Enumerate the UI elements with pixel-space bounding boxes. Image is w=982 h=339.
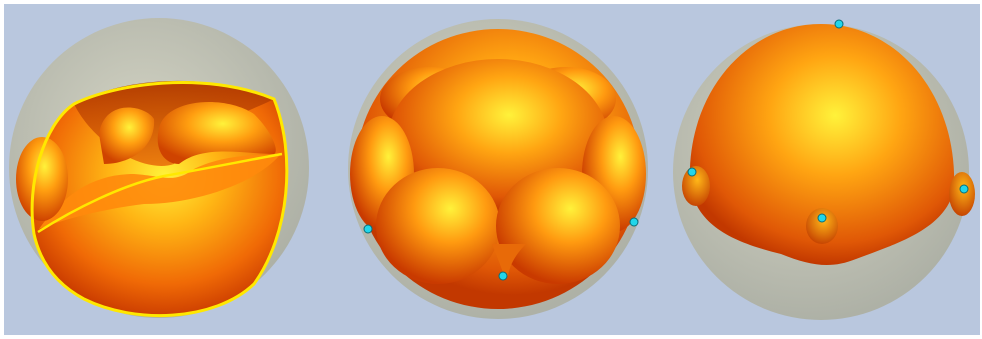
bump-left xyxy=(682,166,710,206)
lobe-bottom-left xyxy=(376,168,500,284)
marker-bottom xyxy=(498,271,508,281)
bump-right xyxy=(949,172,975,216)
cutaway-render xyxy=(9,18,309,318)
panel-side-view xyxy=(656,4,980,335)
marker-right xyxy=(959,184,969,194)
fold-flap xyxy=(39,155,279,229)
marker-left xyxy=(363,224,373,234)
render-canvas xyxy=(4,4,980,335)
lobe-back-right xyxy=(157,102,276,164)
marker-right xyxy=(629,217,639,227)
lobe-back-left xyxy=(99,107,155,164)
top-view-render xyxy=(348,19,648,319)
cusp-bottom xyxy=(492,244,526,276)
lobe-bottom-right xyxy=(496,168,620,284)
panel-cutaway xyxy=(4,4,329,335)
cut-edge-outer xyxy=(30,80,289,318)
marker-left xyxy=(687,167,697,177)
panel-top-view xyxy=(330,4,655,335)
marker-top xyxy=(834,19,844,29)
bump-front xyxy=(806,208,838,244)
side-view-render xyxy=(673,19,975,320)
lobe-left xyxy=(16,137,68,221)
marker-front xyxy=(817,213,827,223)
cap-body xyxy=(689,24,955,266)
cut-edge-inner xyxy=(37,152,283,234)
